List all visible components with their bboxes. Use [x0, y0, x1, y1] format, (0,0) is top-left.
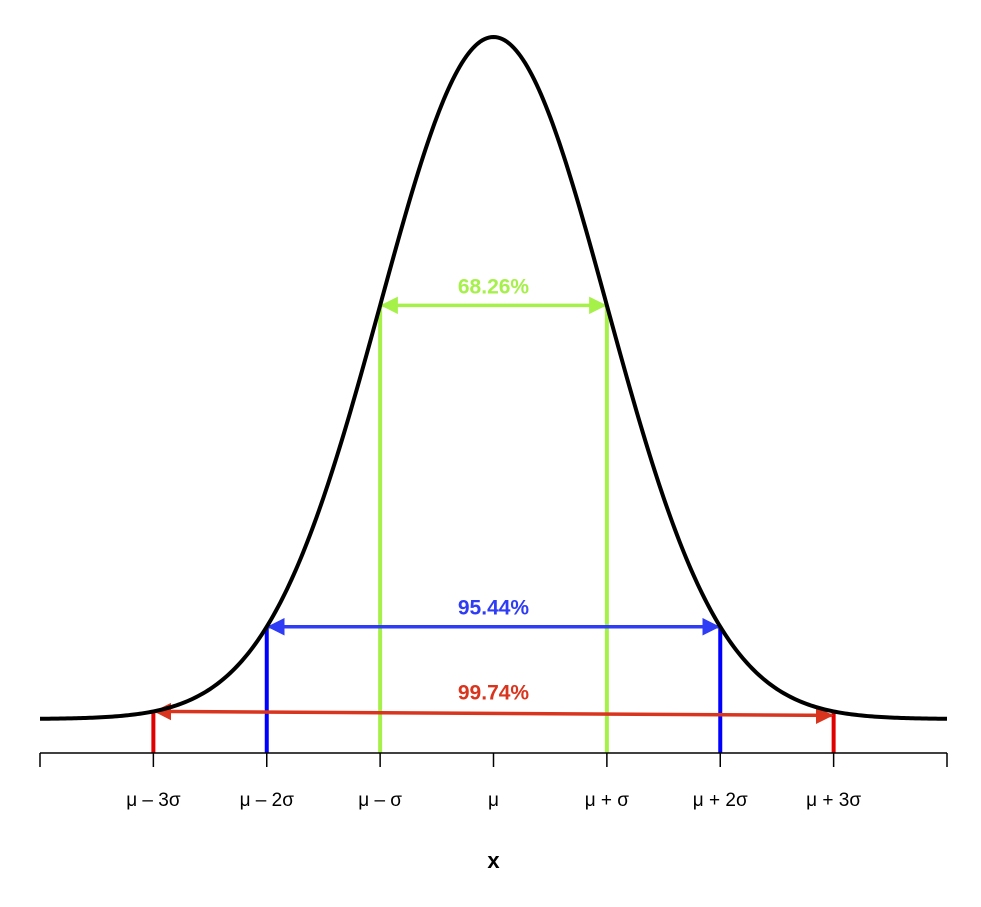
x-tick-label: μ + σ	[585, 790, 630, 811]
x-tick-label: μ – 2σ	[240, 790, 295, 811]
interval-arrow	[153, 702, 834, 725]
interval-percent-label: 99.74%	[458, 681, 530, 704]
x-tick-label: μ	[488, 790, 499, 811]
normal-curve	[39, 34, 948, 721]
x-axis-title: x	[487, 848, 500, 873]
x-axis	[39, 752, 948, 767]
interval-percent-label: 95.44%	[458, 597, 530, 620]
x-tick-labels: μ – 3σ μ – 2σ μ – σ μ μ + σ μ + 2σ μ + 3σ	[126, 790, 861, 811]
interval-arrows: 68.26% 95.44% 99.74%	[153, 275, 834, 725]
x-tick-label: μ + 3σ	[806, 790, 861, 811]
interval-boundary-lines	[151, 305, 836, 753]
x-tick-label: μ – 3σ	[126, 790, 181, 811]
x-tick-label: μ + 2σ	[693, 790, 748, 811]
interval-percent-label: 68.26%	[458, 275, 530, 298]
x-tick-label: μ – σ	[358, 790, 402, 811]
